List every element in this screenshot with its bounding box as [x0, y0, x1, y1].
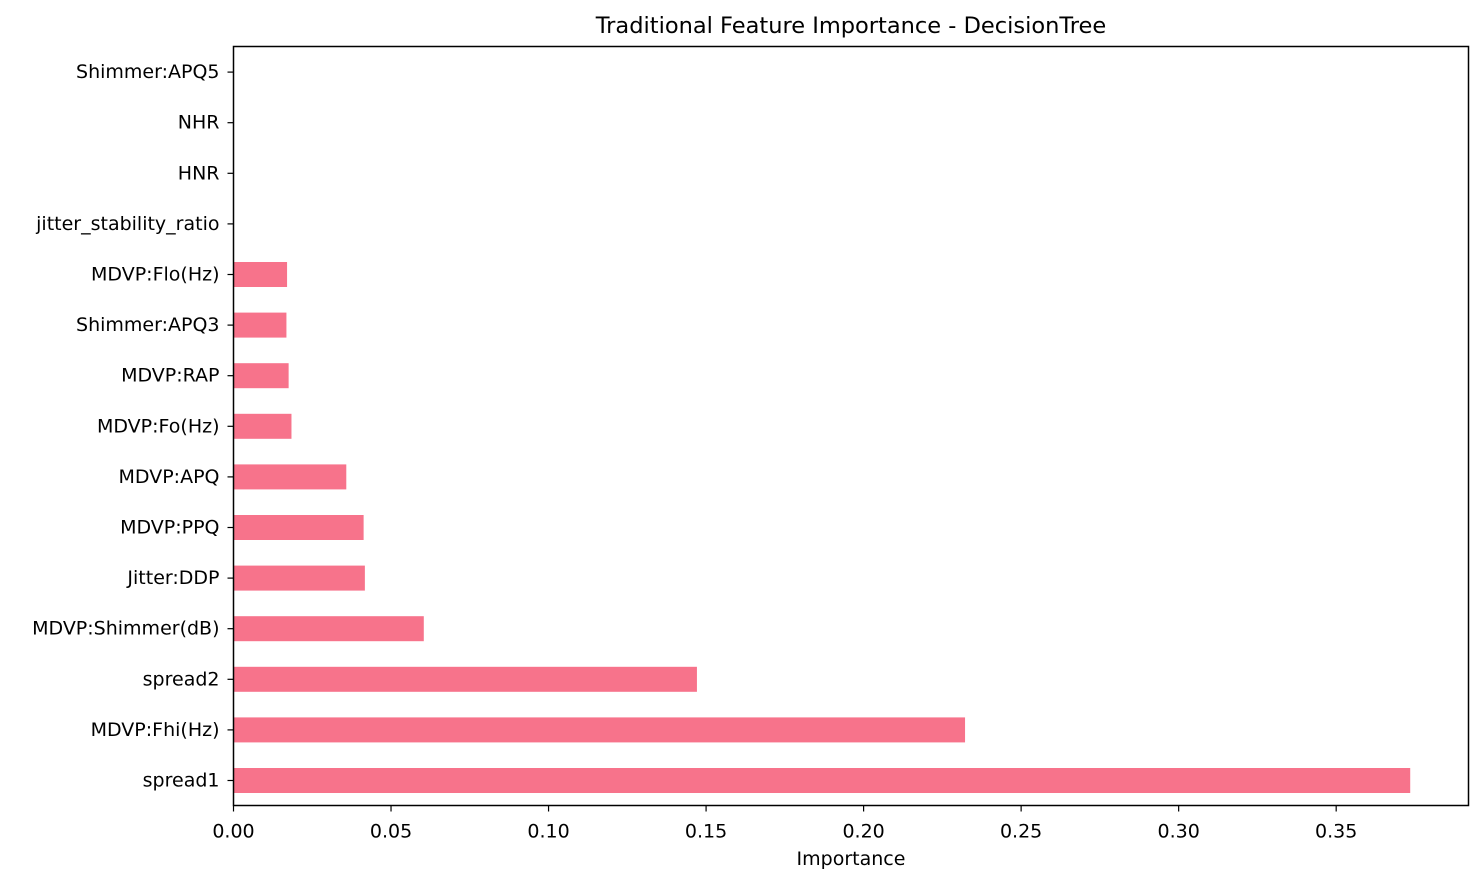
y-tick-label: Jitter:DDP	[126, 567, 219, 589]
x-axis-label: Importance	[797, 848, 906, 870]
x-tick-label: 0.20	[842, 821, 884, 843]
y-tick-label: jitter_stability_ratio	[35, 213, 219, 235]
bar-spread1	[233, 768, 1411, 793]
y-tick-label: HNR	[178, 162, 220, 184]
chart-title: Traditional Feature Importance - Decisio…	[595, 13, 1107, 39]
y-tick-label: MDVP:RAP	[121, 365, 219, 387]
bar-mdvp-fhi-hz	[233, 717, 966, 743]
bar-shimmer-apq3	[233, 312, 287, 338]
x-tick-label: 0.25	[1000, 821, 1042, 843]
bar-mdvp-flo-hz	[233, 262, 288, 287]
y-tick-label: MDVP:Flo(Hz)	[91, 264, 219, 286]
x-tick-label: 0.00	[212, 821, 254, 843]
bar-mdvp-shimmer-db	[233, 616, 424, 642]
bar-spread2	[233, 666, 697, 692]
y-tick-label: MDVP:APQ	[119, 466, 220, 488]
bar-mdvp-ppq	[233, 515, 364, 540]
x-tick-label: 0.15	[685, 821, 727, 843]
x-tick-label: 0.30	[1157, 821, 1199, 843]
bar-mdvp-fo-hz	[233, 413, 292, 439]
y-tick-label: spread1	[143, 770, 220, 792]
y-tick-label: MDVP:Shimmer(dB)	[32, 618, 219, 640]
y-tick-label: spread2	[143, 668, 220, 690]
x-tick-label: 0.05	[370, 821, 412, 843]
x-tick-label: 0.35	[1315, 821, 1357, 843]
y-tick-label: NHR	[178, 112, 220, 134]
bar-mdvp-rap	[233, 363, 289, 389]
y-tick-label: MDVP:Fo(Hz)	[97, 415, 220, 437]
y-axis-ticks: spread1 MDVP:Fhi(Hz) spread2 MDVP:Shimmer(d…	[32, 61, 234, 792]
x-axis-ticks: 0.00 0.05 0.10 0.15 0.20 0.25 0.30 0.35	[212, 805, 1357, 843]
plot-frame	[232, 45, 1470, 807]
bar-jitter-ddp	[233, 565, 365, 591]
x-tick-label: 0.10	[527, 821, 569, 843]
y-tick-label: Shimmer:APQ3	[76, 314, 219, 336]
bars-group	[233, 262, 1411, 793]
y-tick-label: Shimmer:APQ5	[76, 61, 219, 83]
bar-mdvp-apq	[233, 464, 347, 490]
y-tick-label: MDVP:PPQ	[120, 517, 219, 539]
y-tick-label: MDVP:Fhi(Hz)	[91, 719, 220, 741]
